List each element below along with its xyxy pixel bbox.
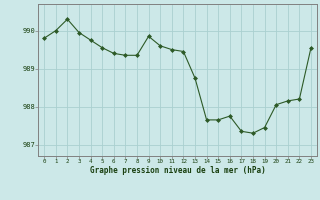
X-axis label: Graphe pression niveau de la mer (hPa): Graphe pression niveau de la mer (hPa) [90,166,266,175]
